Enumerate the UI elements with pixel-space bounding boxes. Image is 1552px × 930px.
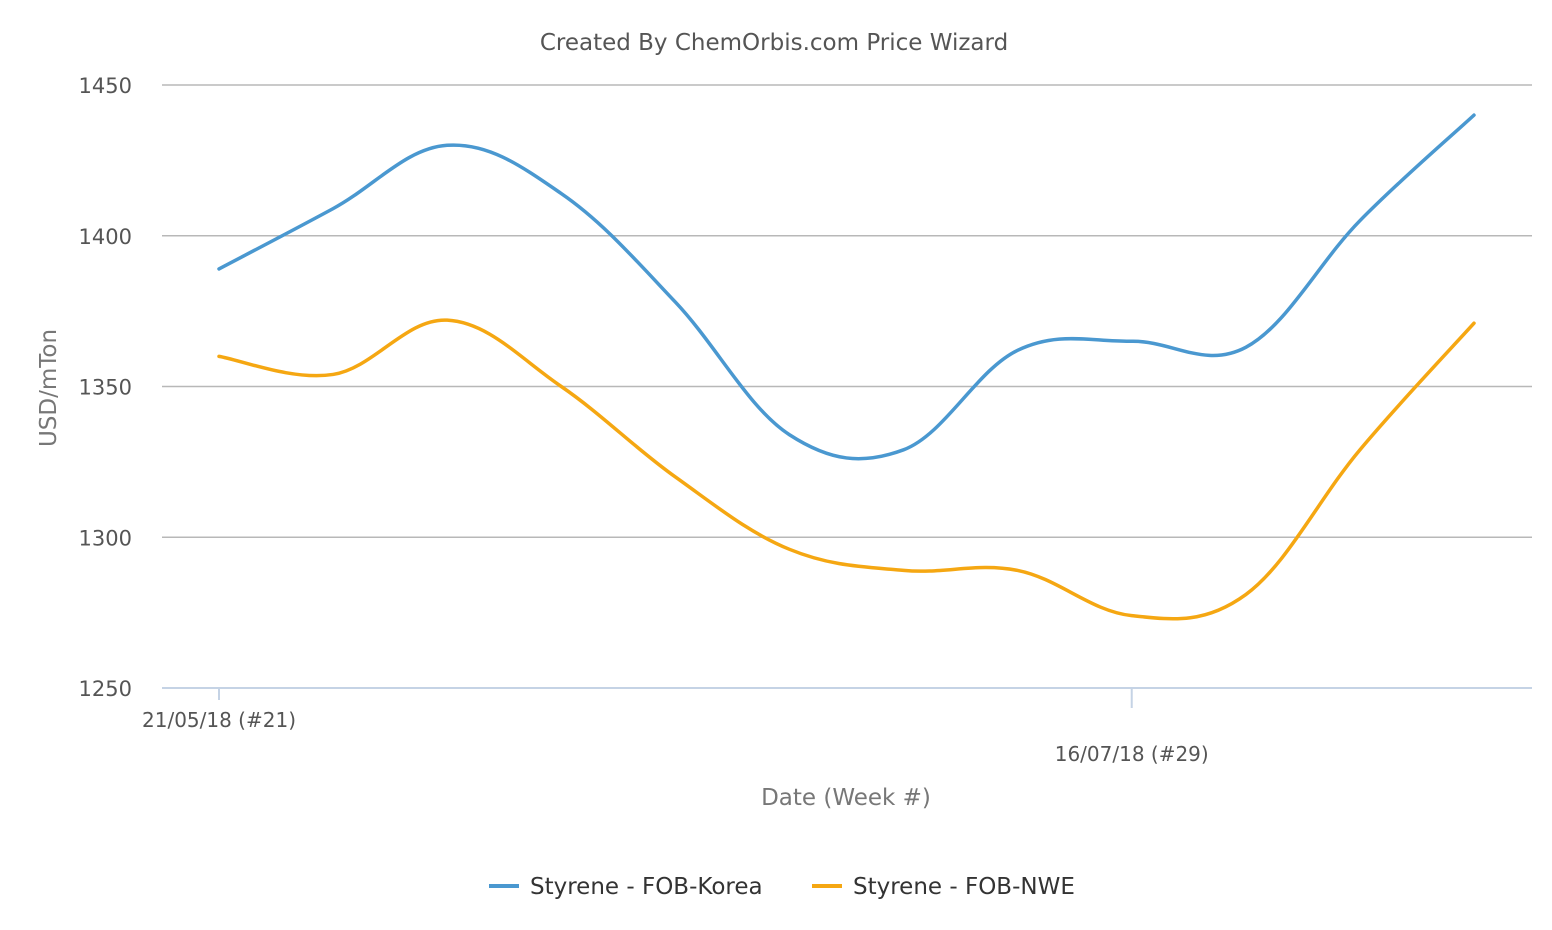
y-tick-label: 1300 [79, 526, 132, 550]
x-axis-ticks: 21/05/18 (#21) 16/07/18 (#29) [142, 688, 1209, 766]
series-line-0 [217, 113, 1476, 461]
series-lines [217, 113, 1476, 621]
y-tick-label: 1450 [79, 74, 132, 98]
grid-lines [162, 84, 1532, 689]
x-tick-label: 16/07/18 (#29) [1055, 742, 1209, 766]
x-tick-label: 21/05/18 (#21) [142, 708, 296, 732]
y-tick-label: 1250 [79, 677, 132, 701]
legend: Styrene - FOB-Korea Styrene - FOB-NWE [489, 874, 1075, 900]
legend-item-label[interactable]: Styrene - FOB-NWE [853, 874, 1075, 900]
y-tick-label: 1400 [79, 225, 132, 249]
y-axis-label: USD/mTon [36, 329, 62, 447]
x-axis-label: Date (Week #) [761, 785, 931, 811]
legend-item-label[interactable]: Styrene - FOB-Korea [530, 874, 763, 900]
series-line-1 [217, 318, 1476, 621]
y-tick-label: 1350 [79, 376, 132, 400]
chart-title: Created By ChemOrbis.com Price Wizard [540, 30, 1008, 56]
y-axis-ticks: 1250 1300 1350 1400 1450 [79, 74, 132, 701]
